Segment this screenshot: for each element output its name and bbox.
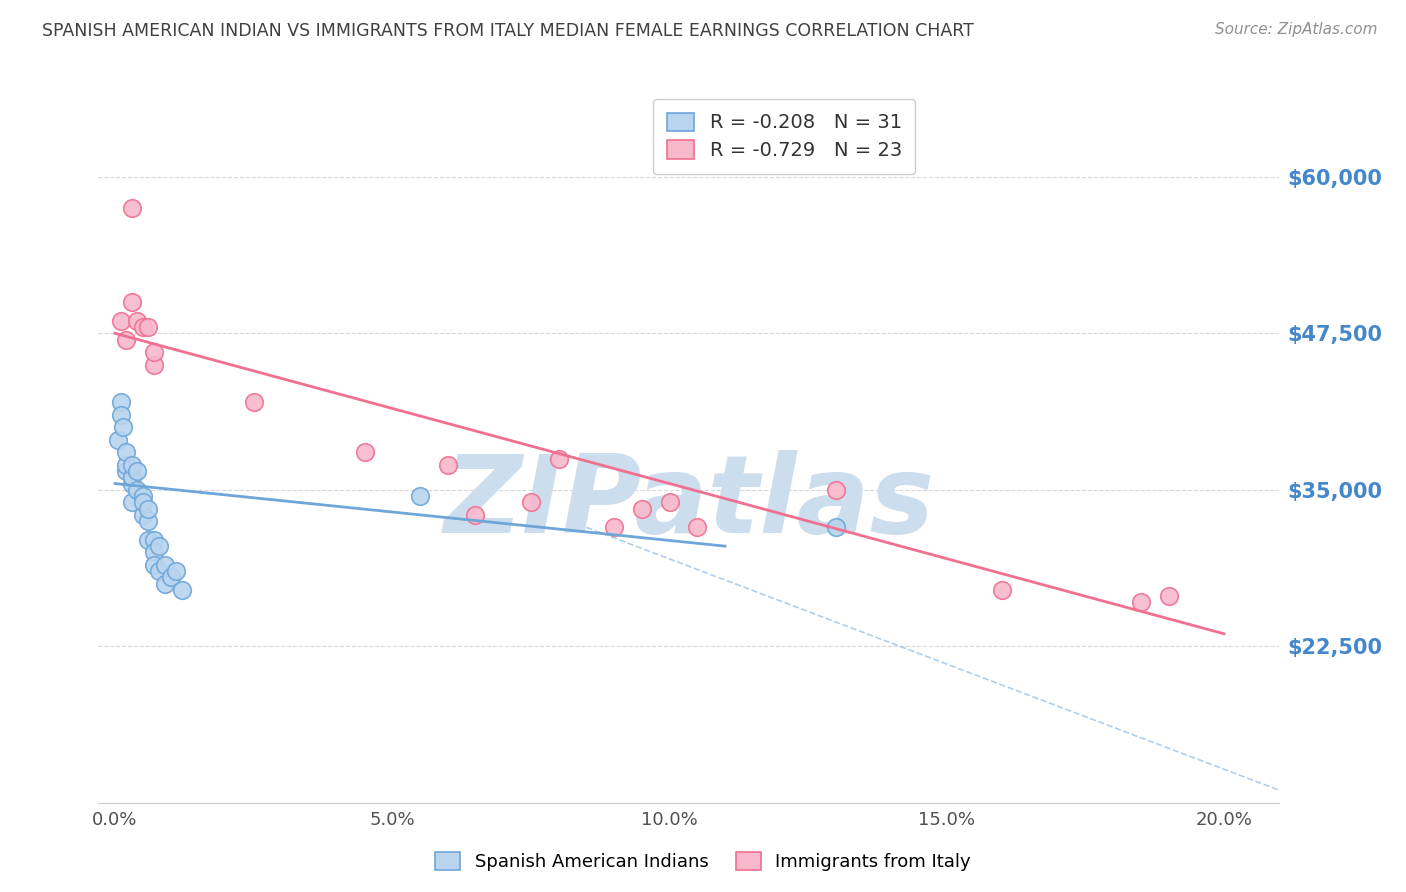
- Point: [436, 458, 458, 472]
- Point: [121, 458, 143, 472]
- Point: [136, 320, 159, 334]
- Point: [165, 564, 187, 578]
- Legend: Spanish American Indians, Immigrants from Italy: Spanish American Indians, Immigrants fro…: [427, 846, 979, 879]
- Point: [464, 508, 486, 522]
- Point: [630, 501, 652, 516]
- Point: [115, 464, 138, 478]
- Text: Source: ZipAtlas.com: Source: ZipAtlas.com: [1215, 22, 1378, 37]
- Point: [603, 520, 626, 534]
- Point: [121, 476, 143, 491]
- Point: [115, 458, 138, 472]
- Point: [142, 345, 165, 359]
- Point: [127, 314, 149, 328]
- Point: [825, 483, 848, 497]
- Point: [127, 483, 149, 497]
- Point: [136, 533, 159, 547]
- Point: [547, 451, 569, 466]
- Point: [136, 501, 159, 516]
- Point: [121, 495, 143, 509]
- Point: [110, 395, 132, 409]
- Point: [686, 520, 709, 534]
- Point: [127, 464, 149, 478]
- Point: [159, 570, 181, 584]
- Point: [115, 445, 138, 459]
- Point: [132, 495, 155, 509]
- Point: [107, 433, 129, 447]
- Point: [520, 495, 543, 509]
- Point: [132, 320, 155, 334]
- Point: [121, 295, 143, 310]
- Point: [353, 445, 375, 459]
- Point: [121, 201, 143, 215]
- Point: [121, 470, 143, 484]
- Text: ZIPatlas: ZIPatlas: [443, 450, 935, 556]
- Point: [153, 558, 176, 572]
- Point: [142, 558, 165, 572]
- Legend: R = -0.208   N = 31, R = -0.729   N = 23: R = -0.208 N = 31, R = -0.729 N = 23: [654, 99, 915, 174]
- Point: [991, 582, 1014, 597]
- Point: [658, 495, 681, 509]
- Point: [142, 533, 165, 547]
- Point: [409, 489, 432, 503]
- Point: [1157, 589, 1180, 603]
- Point: [132, 508, 155, 522]
- Point: [825, 520, 848, 534]
- Point: [136, 514, 159, 528]
- Point: [142, 545, 165, 559]
- Point: [242, 395, 264, 409]
- Point: [148, 564, 170, 578]
- Point: [1129, 595, 1152, 609]
- Point: [153, 576, 176, 591]
- Point: [110, 408, 132, 422]
- Point: [115, 333, 138, 347]
- Text: SPANISH AMERICAN INDIAN VS IMMIGRANTS FROM ITALY MEDIAN FEMALE EARNINGS CORRELAT: SPANISH AMERICAN INDIAN VS IMMIGRANTS FR…: [42, 22, 974, 40]
- Point: [148, 539, 170, 553]
- Point: [170, 582, 193, 597]
- Point: [142, 358, 165, 372]
- Point: [110, 314, 132, 328]
- Point: [112, 420, 135, 434]
- Point: [132, 489, 155, 503]
